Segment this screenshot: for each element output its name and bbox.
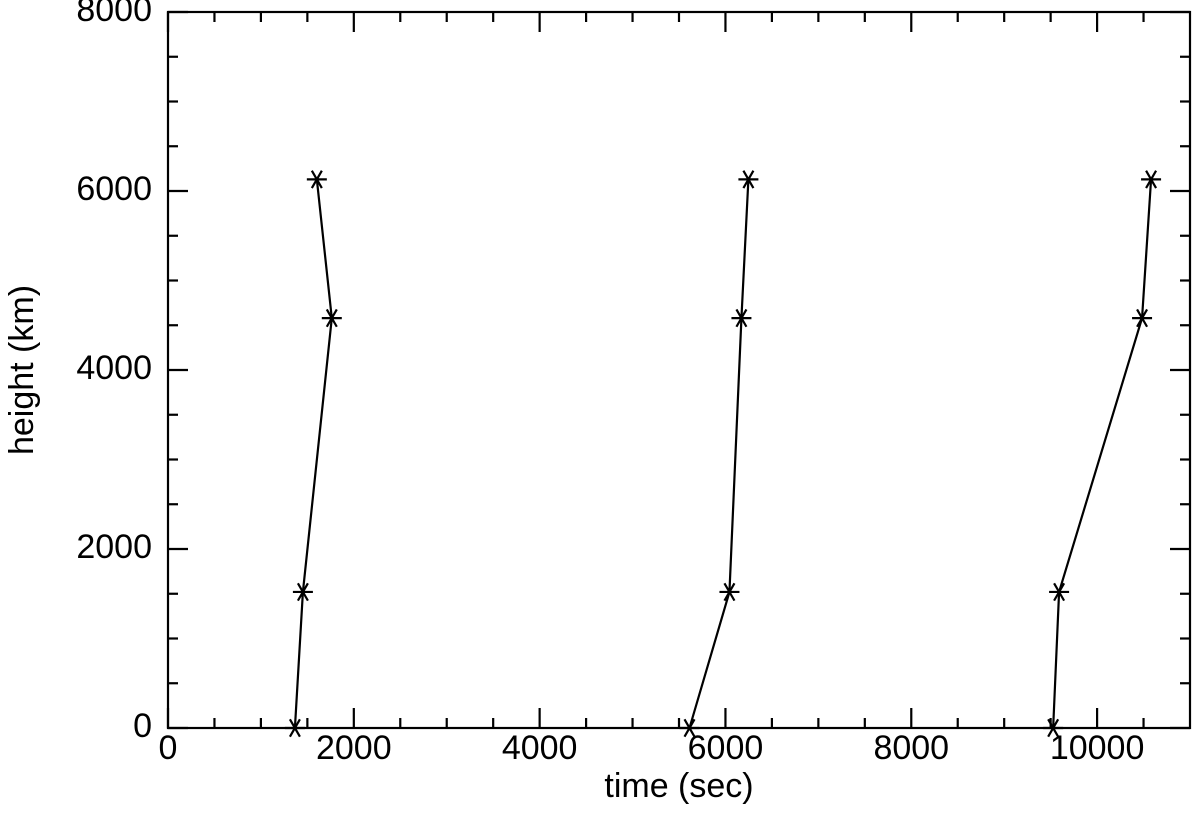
x-tick-label: 8000 [873, 729, 949, 767]
x-tick-label: 6000 [688, 729, 764, 767]
point-marker [1132, 308, 1153, 328]
point-marker [679, 718, 700, 738]
y-tick-label: 0 [133, 707, 152, 745]
point-marker [738, 170, 759, 189]
y-tick-label: 8000 [76, 0, 152, 29]
point-marker [292, 582, 313, 602]
point-marker [1141, 170, 1162, 189]
series-line [293, 179, 333, 729]
point-marker [731, 308, 752, 328]
y-tick-label: 6000 [76, 170, 152, 208]
series-line [688, 179, 750, 729]
point-marker [284, 718, 305, 738]
x-axis-label: time (sec) [604, 767, 753, 805]
series-line [1052, 179, 1153, 729]
point-marker [321, 308, 342, 328]
x-tick-label: 4000 [502, 729, 578, 767]
y-tick-label: 4000 [76, 349, 152, 387]
point-marker [306, 170, 327, 189]
x-tick-label: 0 [159, 729, 178, 767]
point-marker [1049, 582, 1070, 602]
x-tick-label: 2000 [316, 729, 392, 767]
y-tick-label: 2000 [76, 528, 152, 566]
plot-frame [166, 10, 1192, 730]
x-tick-label: 10000 [1050, 729, 1145, 767]
y-axis-label: height (km) [3, 285, 41, 455]
point-marker [719, 582, 740, 602]
point-marker [1043, 718, 1064, 738]
